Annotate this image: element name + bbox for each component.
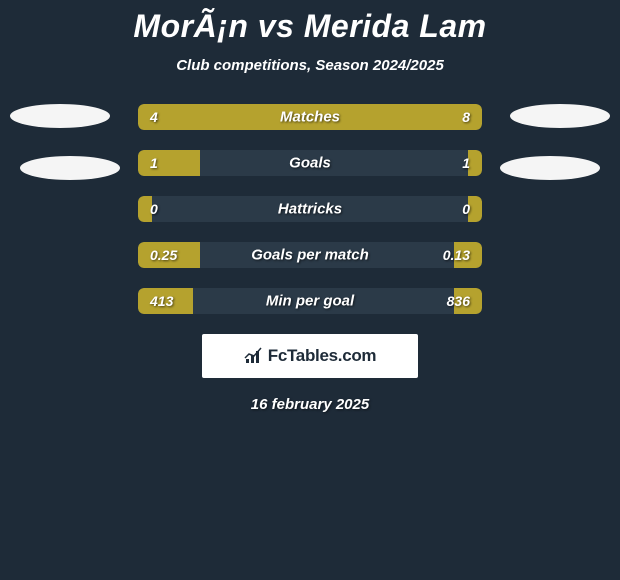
stat-value-left: 4: [150, 109, 158, 125]
comparison-container: MorÃ¡n vs Merida Lam Club competitions, …: [0, 0, 620, 413]
stat-value-right: 836: [447, 293, 470, 309]
stat-row: 4 8 Matches: [138, 104, 482, 130]
logo-text: FcTables.com: [268, 346, 377, 366]
stat-bar-left: [138, 150, 200, 176]
stat-bars: 4 8 Matches 1 1 Goals 0 0 Hattricks 0.25 0.13 Goals…: [138, 104, 482, 314]
subtitle: Club competitions, Season 2024/2025: [0, 57, 620, 74]
stat-value-left: 0.25: [150, 247, 177, 263]
logo-box: FcTables.com: [202, 334, 418, 378]
stat-bar-right: [468, 196, 482, 222]
stat-row: 0 0 Hattricks: [138, 196, 482, 222]
stat-value-right: 0: [462, 201, 470, 217]
stat-value-right: 0.13: [443, 247, 470, 263]
page-title: MorÃ¡n vs Merida Lam: [0, 8, 620, 45]
stats-area: 4 8 Matches 1 1 Goals 0 0 Hattricks 0.25 0.13 Goals…: [0, 104, 620, 314]
player-left-badge-2: [20, 156, 120, 180]
stat-value-left: 413: [150, 293, 173, 309]
stat-label: Goals per match: [251, 247, 369, 264]
chart-icon: [244, 347, 264, 365]
stat-label: Min per goal: [266, 293, 354, 310]
player-right-badge-2: [500, 156, 600, 180]
stat-row: 413 836 Min per goal: [138, 288, 482, 314]
stat-label: Matches: [280, 109, 340, 126]
stat-row: 0.25 0.13 Goals per match: [138, 242, 482, 268]
logo: FcTables.com: [244, 346, 377, 366]
stat-value-right: 8: [462, 109, 470, 125]
player-right-badge-1: [510, 104, 610, 128]
stat-value-left: 1: [150, 155, 158, 171]
player-left-badge-1: [10, 104, 110, 128]
stat-label: Hattricks: [278, 201, 342, 218]
date-text: 16 february 2025: [0, 396, 620, 413]
stat-row: 1 1 Goals: [138, 150, 482, 176]
stat-bar-right: [468, 150, 482, 176]
stat-value-left: 0: [150, 201, 158, 217]
stat-value-right: 1: [462, 155, 470, 171]
stat-label: Goals: [289, 155, 331, 172]
